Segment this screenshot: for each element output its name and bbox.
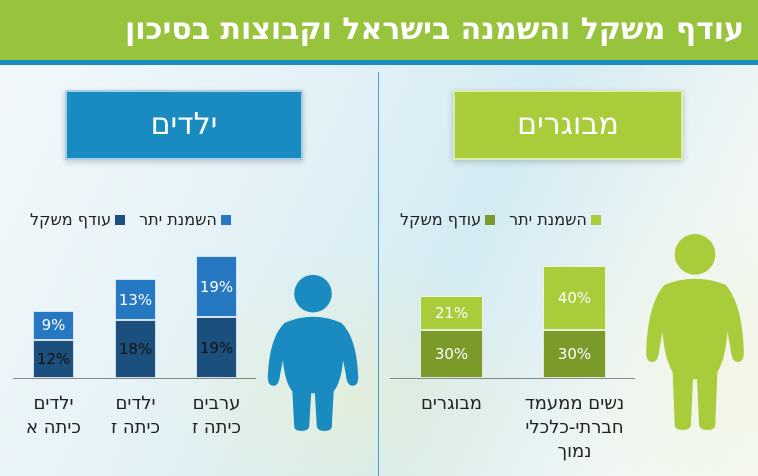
category-label-line: כיתה ז — [110, 417, 161, 438]
bar-overweight: 18% — [115, 320, 156, 378]
bar-overweight: 12% — [33, 339, 74, 378]
bar-obesity: 9% — [33, 310, 74, 340]
category-label-line: ערבים — [192, 393, 241, 414]
category-label: ערבים כיתה ז — [162, 392, 272, 440]
bar-obesity: 40% — [543, 266, 606, 330]
category-label-line: נשים ממעמד — [524, 393, 625, 414]
bar-obesity: 13% — [115, 278, 156, 321]
legend-item-overweight: עודף משקל — [30, 210, 126, 229]
child-figure-icon — [267, 274, 359, 431]
category-label: נשים ממעמד חברתי-כלכלי נמוך — [520, 392, 630, 464]
adults-header: מבוגרים — [453, 90, 683, 160]
category-label-line: חברתי-כלכלי — [525, 417, 624, 438]
kids-header: ילדים — [65, 90, 303, 160]
legend-item-obesity: השמנת יתר — [139, 210, 231, 229]
page-title: עודף משקל והשמנה בישראל וקבוצות בסיכון — [0, 0, 758, 60]
adult-figure-icon — [646, 234, 744, 430]
bar-overweight: 30% — [420, 330, 483, 378]
kids-legend: השמנת יתר עודף משקל — [30, 210, 231, 229]
category-label-line: מבוגרים — [420, 393, 483, 414]
category-label-line: כיתה ז — [191, 417, 242, 438]
adults-legend: השמנת יתר עודף משקל — [400, 210, 601, 229]
category-label-line: ילדים — [33, 393, 74, 414]
divider — [378, 72, 379, 476]
category-label: ילדים כיתה א — [0, 392, 109, 440]
adults-axis — [390, 378, 635, 379]
legend-item-overweight: עודף משקל — [400, 210, 496, 229]
bar-obesity: 21% — [420, 296, 483, 330]
bar-overweight: 30% — [543, 330, 606, 378]
title-underline — [0, 60, 758, 65]
legend-item-obesity: השמנת יתר — [509, 210, 601, 229]
category-label-line: ילדים — [115, 393, 156, 414]
category-label-line: כיתה א — [26, 417, 81, 438]
bar-overweight: 19% — [196, 317, 237, 378]
category-label: ילדים כיתה ז — [81, 392, 191, 440]
bar-obesity: 19% — [196, 256, 237, 318]
kids-axis — [13, 378, 256, 379]
category-label: מבוגרים — [397, 392, 507, 416]
category-label-line: נמוך — [557, 441, 592, 462]
